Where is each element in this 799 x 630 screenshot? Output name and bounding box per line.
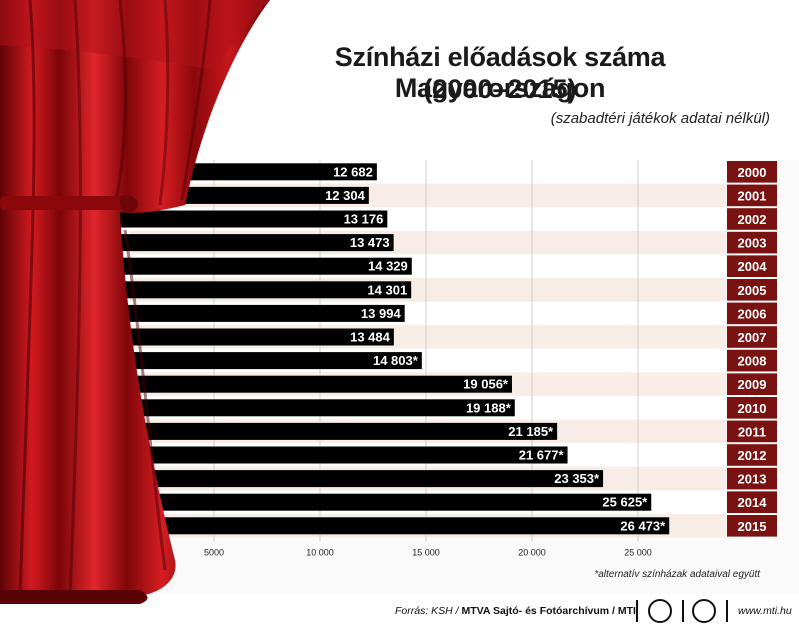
- bar-value-label: 12 682: [333, 164, 373, 179]
- source-text: Forrás: KSH / MTVA Sajtó- és Fotóarchívu…: [395, 605, 636, 617]
- bar-value-label: 21 677*: [519, 448, 565, 463]
- chart-subtitle: (szabadtéri játékok adatai nélkül): [550, 110, 770, 127]
- bar: [120, 304, 405, 322]
- bar: [120, 257, 412, 275]
- bar: [120, 328, 394, 346]
- year-label: 2005: [738, 283, 767, 298]
- year-box: [727, 397, 777, 419]
- year-label: 2011: [738, 424, 766, 439]
- bar-value-label: 19 056*: [463, 377, 509, 392]
- year-label: 2007: [738, 330, 767, 345]
- bar: [120, 234, 394, 252]
- bar-value-label: 14 803*: [373, 353, 419, 368]
- site-url: www.mti.hu: [738, 605, 792, 617]
- bar: [120, 422, 558, 440]
- year-box: [727, 444, 777, 466]
- x-tick-label: 15 000: [412, 548, 440, 558]
- bar: [120, 470, 604, 488]
- year-box: [727, 279, 777, 301]
- year-box: [727, 326, 777, 348]
- x-tick-label: 20 000: [518, 548, 546, 558]
- bar: [120, 352, 422, 370]
- bar-value-label: 13 484: [350, 330, 391, 345]
- bar-value-label: 13 176: [344, 212, 384, 227]
- footer-divider: [682, 600, 684, 622]
- year-label: 2001: [738, 188, 767, 203]
- year-box: [727, 420, 777, 443]
- x-tick-label: 25 000: [624, 548, 652, 558]
- year-label: 2012: [738, 448, 767, 463]
- bar-value-label: 23 353*: [554, 471, 600, 486]
- year-box: [727, 491, 777, 513]
- bar-value-label: 26 473*: [620, 518, 666, 533]
- year-box: [727, 515, 777, 537]
- year-label: 2002: [738, 212, 767, 227]
- year-label: 2006: [738, 306, 767, 321]
- bar-value-label: 19 188*: [466, 400, 512, 415]
- x-tick-labels: 5000 10 000 15 000 20 000 25 000: [204, 548, 652, 558]
- bar: [120, 375, 512, 393]
- year-box: [727, 231, 777, 254]
- year-box: [727, 255, 777, 277]
- x-tick-label: 10 000: [306, 548, 334, 558]
- year-box: [727, 349, 777, 372]
- year-label: 2008: [738, 354, 767, 369]
- bar-value-label: 13 473: [350, 235, 390, 250]
- year-label: 2009: [738, 377, 767, 392]
- x-tick-label: 5000: [204, 548, 224, 558]
- year-label: 2010: [738, 401, 767, 416]
- bar-value-label: 25 625*: [602, 495, 648, 510]
- year-label: 2004: [738, 259, 768, 274]
- bar: [120, 210, 388, 228]
- year-labels: 2000 2001 2002 2003 2004 2005 2006 2007 2008 2009…: [727, 161, 777, 537]
- year-label: 2015: [738, 519, 767, 534]
- year-label: 2003: [738, 236, 767, 251]
- year-label: 2013: [738, 472, 767, 487]
- bar: [120, 399, 515, 417]
- bar: [120, 517, 670, 535]
- year-box: [727, 184, 777, 207]
- year-box: [727, 467, 777, 490]
- mti-logo-icon: [692, 599, 716, 623]
- chart-title: Színházi előadások száma Magyarországon: [334, 42, 666, 103]
- bar: [120, 281, 412, 299]
- bar-value-label: 14 301: [367, 282, 407, 297]
- footer-divider: [726, 600, 728, 622]
- year-box: [727, 302, 777, 325]
- bar-value-label: 14 329: [368, 259, 408, 274]
- bar-value-label: 12 304: [325, 188, 366, 203]
- curtain-illustration: [0, 0, 270, 604]
- mtva-logo-icon: [648, 599, 672, 623]
- footer-divider: [636, 600, 638, 622]
- source-prefix: Forrás: KSH /: [395, 605, 462, 617]
- chart-title-years: (2000–2015): [423, 74, 577, 104]
- bar-value-label: 21 185*: [508, 424, 554, 439]
- year-box: [727, 373, 777, 395]
- year-label: 2000: [738, 165, 767, 180]
- bar: [120, 493, 652, 511]
- bar-value-label: 13 994: [361, 306, 402, 321]
- year-label: 2014: [738, 495, 768, 510]
- footnote: *alternatív színházak adataival együtt: [594, 569, 760, 580]
- source-bold: MTVA Sajtó- és Fotóarchívum / MTI: [461, 605, 636, 617]
- year-box: [727, 208, 777, 230]
- bar: [120, 446, 568, 464]
- year-box: [727, 161, 777, 183]
